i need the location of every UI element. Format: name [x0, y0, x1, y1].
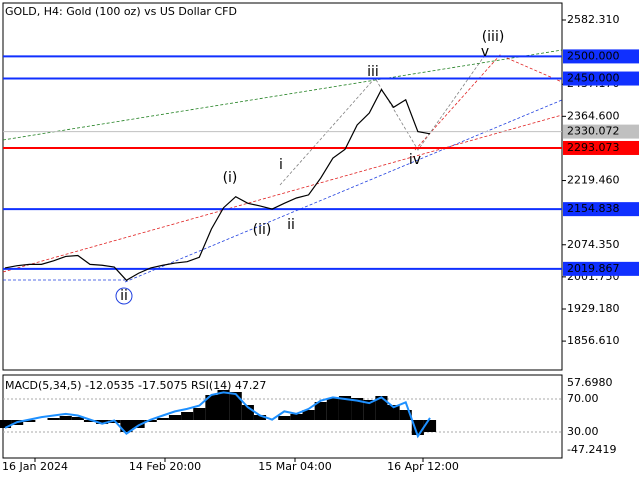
level-label: 2019.867 [567, 262, 620, 275]
indicator-title: MACD(5,34,5) -12.0535 -17.5075 RSI(14) 4… [5, 379, 266, 392]
level-label: 2450.000 [567, 72, 620, 85]
macd-bar [229, 392, 242, 420]
level-label-box [563, 71, 639, 86]
y-tick-label: 2582.310 [567, 13, 620, 26]
y-tick-label: 2219.460 [567, 174, 620, 187]
level-label-box [563, 202, 639, 217]
trendlines [2, 49, 563, 283]
macd-bar [338, 396, 352, 420]
macd-bar [23, 420, 36, 422]
macd-bar [144, 420, 157, 422]
macd-bar [399, 410, 412, 420]
macd-bar [205, 395, 218, 420]
macd-bar [71, 417, 84, 420]
wave-label: ii [120, 288, 128, 304]
wave-label: (i) [223, 170, 238, 186]
level-label: 2330.072 [567, 125, 620, 138]
macd-bar [0, 420, 12, 428]
macd-bar [156, 418, 169, 420]
macd-bar [59, 416, 72, 420]
macd-bar [351, 398, 364, 420]
macd-bar [387, 405, 400, 420]
wave-label: i [279, 157, 283, 173]
level-label: 2293.073 [567, 141, 620, 154]
wave-label: ii [287, 217, 295, 233]
macd-bar [217, 390, 230, 420]
macd-bar [47, 418, 60, 420]
macd-bar [253, 415, 267, 420]
macd-bar [290, 414, 303, 420]
y-tick-label: 2364.600 [567, 109, 620, 122]
y-tick-label: 2074.350 [567, 238, 620, 251]
wave-label: iii [367, 64, 379, 80]
wave-label: v [481, 44, 489, 60]
macd-bar [96, 420, 109, 424]
y-tick-label: 1929.180 [567, 302, 620, 315]
level-label: 2154.838 [567, 202, 620, 215]
macd-bar [278, 416, 291, 420]
chart-title: GOLD, H4: Gold (100 oz) vs US Dollar CFD [5, 5, 237, 18]
level-label-box [563, 261, 639, 276]
x-tick-label: 16 Jan 2024 [2, 460, 68, 473]
indicator-axis-label: 70.00 [567, 392, 599, 405]
level-label-box [563, 49, 639, 64]
level-label: 2500.000 [567, 49, 620, 62]
indicator-axis-label: -47.2419 [567, 443, 616, 456]
macd-bar [132, 420, 145, 428]
indicator-frame [2, 374, 563, 459]
wave-label: (iii) [482, 29, 505, 45]
wave-label: (ii) [253, 222, 272, 238]
macd-bar [83, 420, 97, 422]
main-frame [2, 2, 563, 371]
macd-bar [326, 398, 339, 420]
x-tick-label: 15 Mar 04:00 [258, 460, 331, 473]
wave-label: iv [409, 152, 421, 168]
macd-bar [363, 400, 376, 420]
price-line [4, 88, 431, 282]
indicator-axis-label: 57.6980 [567, 376, 613, 389]
wave-circle [115, 287, 133, 305]
macd-bar [302, 410, 315, 420]
level-label-box [563, 124, 639, 139]
macd-bar [375, 396, 388, 420]
macd-bar [193, 408, 206, 420]
x-tick-label: 16 Apr 12:00 [387, 460, 459, 473]
y-tick-label: 1856.610 [567, 334, 620, 347]
macd-bar [168, 415, 182, 420]
indicator-axis-label: 30.00 [567, 425, 599, 438]
macd-bar [314, 402, 327, 420]
rsi-line [4, 391, 431, 439]
macd-bar [181, 412, 194, 420]
x-tick-label: 14 Feb 20:00 [129, 460, 201, 473]
level-label-box [563, 140, 639, 155]
